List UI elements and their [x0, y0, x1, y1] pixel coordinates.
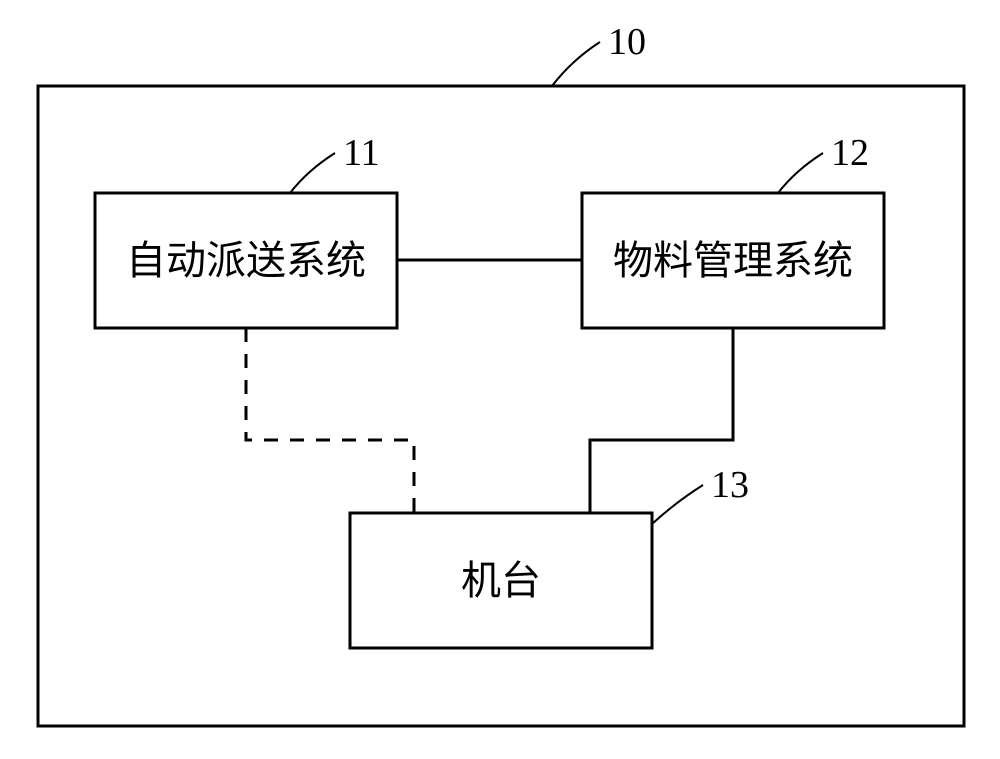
outer-ref-leader — [552, 42, 600, 86]
node-machine-ref-number: 13 — [711, 464, 749, 506]
node-material-label: 物料管理系统 — [613, 238, 853, 283]
node-dispatch-label: 自动派送系统 — [126, 238, 366, 283]
node-dispatch-ref-number: 11 — [343, 132, 380, 174]
outer-ref-number: 10 — [608, 21, 646, 63]
node-machine-label: 机台 — [461, 558, 541, 603]
block-diagram: 10 自动派送系统 11 物料管理系统 12 机台 13 — [0, 0, 1000, 759]
node-material-ref-number: 12 — [831, 132, 869, 174]
